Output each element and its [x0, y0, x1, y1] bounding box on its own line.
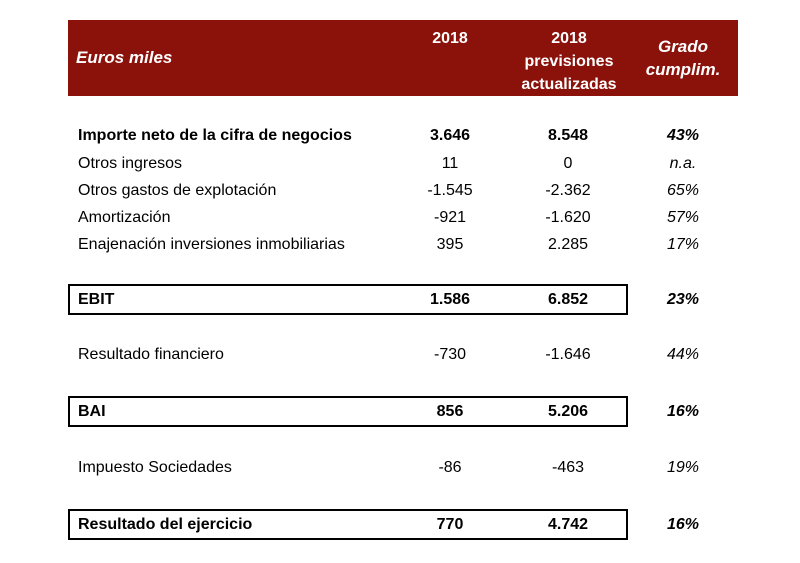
header-2018-label: 2018 — [432, 30, 468, 47]
value-grado: 23% — [666, 290, 700, 308]
value-2018: 1.586 — [429, 290, 471, 308]
row-otros-gastos-main: Otros gastos de explotación -1.545 -2.36… — [68, 177, 628, 204]
row-impuesto-sociedades: Impuesto Sociedades -86 -463 19% — [68, 454, 738, 482]
value-previsiones: -463 — [551, 459, 585, 476]
header-grado-line1: Grado — [657, 37, 709, 56]
row-resultado-ejercicio: Resultado del ejercicio 770 4.742 16% — [68, 509, 738, 540]
row-impuesto-sociedades-main: Impuesto Sociedades -86 -463 — [68, 454, 628, 482]
row-label: Importe neto de la cifra de negocios — [78, 127, 352, 144]
row-bai: BAI 856 5.206 16% — [68, 396, 738, 427]
row-label: Resultado financiero — [78, 346, 224, 363]
value-grado: n.a. — [669, 154, 697, 172]
row-enajenacion-main: Enajenación inversiones inmobiliarias 39… — [68, 231, 628, 259]
row-bai-box: BAI 856 5.206 — [68, 396, 628, 427]
header-previsiones-line1: 2018 — [551, 30, 587, 47]
value-2018: 395 — [436, 236, 464, 253]
value-grado: 44% — [666, 346, 700, 363]
value-previsiones: 0 — [563, 154, 573, 172]
row-otros-ingresos: Otros ingresos 11 0 n.a. — [68, 150, 738, 177]
header-grado-line2: cumplim. — [645, 60, 721, 79]
value-grado: 43% — [666, 127, 700, 144]
header-2018: 2018 — [390, 20, 510, 96]
row-otros-ingresos-main: Otros ingresos 11 0 — [68, 150, 628, 177]
row-amortizacion: Amortización -921 -1.620 57% — [68, 204, 738, 232]
header-euros-miles-label: Euros miles — [76, 48, 173, 67]
row-resultado-ejercicio-box: Resultado del ejercicio 770 4.742 — [68, 509, 628, 540]
row-label: BAI — [78, 402, 106, 420]
value-previsiones: -1.620 — [545, 209, 591, 226]
value-previsiones: 6.852 — [547, 290, 589, 308]
row-importe-neto-main: Importe neto de la cifra de negocios 3.6… — [68, 122, 628, 150]
value-grado: 17% — [666, 236, 700, 253]
row-resultado-financiero: Resultado financiero -730 -1.646 44% — [68, 341, 738, 369]
row-label: Impuesto Sociedades — [78, 459, 232, 476]
value-grado: 65% — [666, 181, 700, 199]
row-ebit: EBIT 1.586 6.852 23% — [68, 284, 738, 315]
row-label: Amortización — [78, 209, 171, 226]
row-label: Otros gastos de explotación — [78, 181, 277, 199]
value-previsiones: 4.742 — [547, 515, 589, 533]
row-label: Enajenación inversiones inmobiliarias — [78, 236, 345, 253]
value-2018: -1.545 — [427, 181, 473, 199]
value-2018: 3.646 — [429, 127, 471, 144]
value-grado: 16% — [666, 402, 700, 420]
row-enajenacion: Enajenación inversiones inmobiliarias 39… — [68, 231, 738, 259]
header-grado-cumplim: Grado cumplim. — [628, 20, 738, 96]
row-label: EBIT — [78, 290, 115, 308]
row-importe-neto: Importe neto de la cifra de negocios 3.6… — [68, 122, 738, 150]
row-ebit-box: EBIT 1.586 6.852 — [68, 284, 628, 315]
value-previsiones: 5.206 — [547, 402, 589, 420]
value-2018: -921 — [433, 209, 467, 226]
header-previsiones: 2018 previsiones actualizadas — [510, 20, 628, 96]
row-label: Otros ingresos — [78, 154, 183, 172]
value-grado: 16% — [666, 515, 700, 533]
row-amortizacion-main: Amortización -921 -1.620 — [68, 204, 628, 232]
header-euros-miles: Euros miles — [68, 20, 390, 96]
value-previsiones: -1.646 — [545, 346, 591, 363]
value-previsiones: 8.548 — [547, 127, 589, 144]
table-header: Euros miles 2018 2018 previsiones actual… — [68, 20, 738, 96]
value-2018: -86 — [438, 459, 462, 476]
row-label: Resultado del ejercicio — [78, 515, 253, 533]
value-previsiones: 2.285 — [547, 236, 589, 253]
value-2018: 856 — [436, 402, 464, 420]
header-previsiones-line2: previsiones — [524, 53, 614, 70]
row-resultado-financiero-main: Resultado financiero -730 -1.646 — [68, 341, 628, 369]
value-2018: 770 — [436, 515, 464, 533]
header-previsiones-line3: actualizadas — [521, 76, 617, 93]
value-2018: 11 — [441, 154, 459, 172]
value-grado: 57% — [666, 209, 700, 226]
value-grado: 19% — [666, 459, 700, 476]
value-previsiones: -2.362 — [545, 181, 591, 199]
value-2018: -730 — [433, 346, 467, 363]
row-otros-gastos: Otros gastos de explotación -1.545 -2.36… — [68, 177, 738, 204]
